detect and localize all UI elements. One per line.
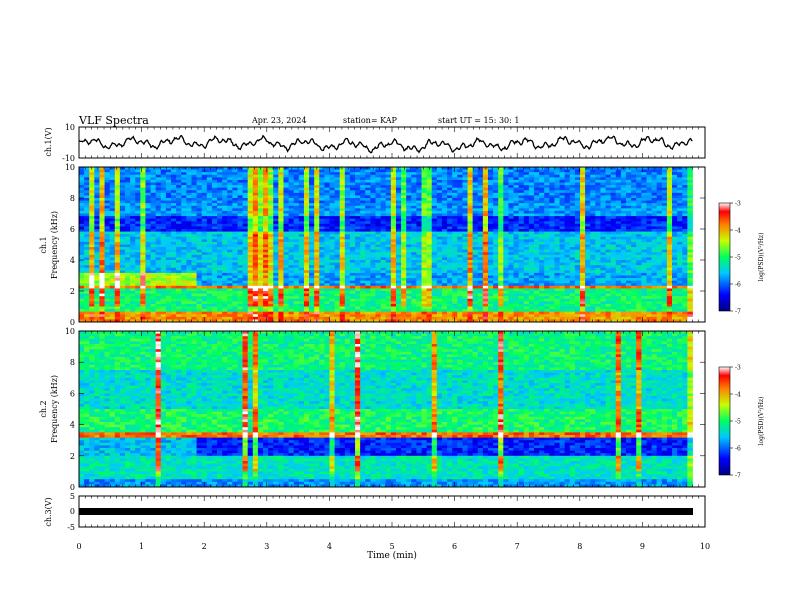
- spectrogram-ytick-label: 6: [70, 225, 75, 234]
- colorbar-tick-label: -6: [735, 282, 741, 289]
- spectrogram-ytick-label: 6: [70, 389, 75, 398]
- ch1-spectrogram-ylabel-channel: ch.1: [39, 236, 48, 253]
- x-tick-label: 10: [700, 542, 710, 551]
- spectrogram-ytick-label: 2: [70, 452, 75, 461]
- x-tick-label: 7: [515, 542, 520, 551]
- colorbar-tick-label: -3: [735, 201, 741, 208]
- spectrogram-ytick-label: 8: [70, 194, 75, 203]
- colorbar-tick-label: -5: [735, 419, 741, 426]
- ch1-spectrogram-panel: ch.1 Frequency (kHz) 0 2 4 6 8 10: [39, 163, 706, 327]
- ch1-waveform-panel: ch.1(V) 10 -10: [44, 123, 706, 163]
- x-axis-label: Time (min): [367, 550, 417, 561]
- spectrogram-ytick-label: 4: [70, 256, 75, 265]
- spectrogram-ytick-label: 2: [70, 287, 75, 296]
- ch2-spectrogram-panel: ch.2 Frequency (kHz) 0 2 4 6 8 10: [39, 327, 706, 492]
- x-tick-label: 4: [327, 542, 332, 551]
- spectrogram-ytick-label: 10: [65, 163, 75, 172]
- colorbar-tick-label: -4: [735, 392, 741, 399]
- ch1-spectrogram-image: [79, 167, 693, 323]
- x-tick-label: 1: [139, 542, 144, 551]
- ch1-ylabel: ch.1(V): [44, 127, 53, 156]
- ch3-waveform-panel: ch.3(V) 5 0 -5: [44, 492, 706, 532]
- colorbar-tick-label: -7: [735, 309, 741, 316]
- ch2-colorbar-label: log(PSD)(V²/Hz): [758, 397, 765, 446]
- x-tick-label: 3: [264, 542, 269, 551]
- ch2-colorbar: -3 -4 -5 -6 -7 log(PSD)(V²/Hz): [718, 365, 765, 480]
- ch3-ytick: 5: [70, 492, 75, 501]
- spectrogram-ytick-label: 8: [70, 358, 75, 367]
- x-tick-label: 5: [389, 542, 394, 551]
- ch1-colorbar: -3 -4 -5 -6 -7 log(PSD)(V²/Hz): [718, 201, 765, 316]
- spectrogram-ytick-label: 0: [70, 483, 75, 492]
- ch2-spectrogram-ylabel-frequency: Frequency (kHz): [50, 375, 59, 443]
- ch3-ytick: -5: [67, 523, 75, 532]
- colorbar-tick-label: -5: [735, 255, 741, 262]
- ch1-spectrogram-ylabel-frequency: Frequency (kHz): [50, 211, 59, 279]
- colorbar-tick-label: -4: [735, 228, 741, 235]
- ch2-spectrogram-ylabel-channel: ch.2: [39, 400, 48, 417]
- header-start-time: start UT = 15: 30: 1: [438, 116, 519, 125]
- spectrogram-ytick-label: 4: [70, 421, 75, 430]
- spectrogram-ytick-label: 0: [70, 318, 75, 327]
- colorbar-tick-label: -6: [735, 446, 741, 453]
- ch2-spectrogram-frame: [78, 330, 706, 488]
- x-tick-label: 6: [452, 542, 457, 551]
- header-station: station= KAP: [343, 116, 398, 125]
- x-tick-label: 2: [202, 542, 207, 551]
- colorbar-tick-label: -7: [735, 473, 741, 480]
- colorbar-tick-label: -3: [735, 365, 741, 372]
- ch1-colorbar-label: log(PSD)(V²/Hz): [758, 233, 765, 282]
- ch1-frame: [78, 126, 706, 159]
- ch3-waveform-band: [79, 508, 693, 515]
- ch2-spectrogram-image: [79, 331, 693, 488]
- ch3-ytick: 0: [70, 507, 75, 516]
- ch3-ylabel: ch.3(V): [44, 497, 53, 526]
- ch1-waveform-line: [78, 134, 693, 154]
- x-tick-label: 9: [640, 542, 645, 551]
- x-tick-label: 8: [577, 542, 582, 551]
- ch3-frame: [78, 495, 706, 528]
- ch1-ytick: 10: [65, 123, 75, 132]
- header-date: Apr. 23, 2024: [251, 116, 307, 125]
- figure-title: VLF Spectra: [78, 114, 149, 127]
- ch1-ytick: -10: [62, 154, 75, 163]
- x-axis-tick-labels: 0 1 2 3 4 5 6 7 8 9 10: [76, 542, 710, 551]
- x-tick-label: 0: [76, 542, 81, 551]
- ch1-spectrogram-frame: [78, 166, 706, 323]
- spectrogram-ytick-label: 10: [65, 327, 75, 336]
